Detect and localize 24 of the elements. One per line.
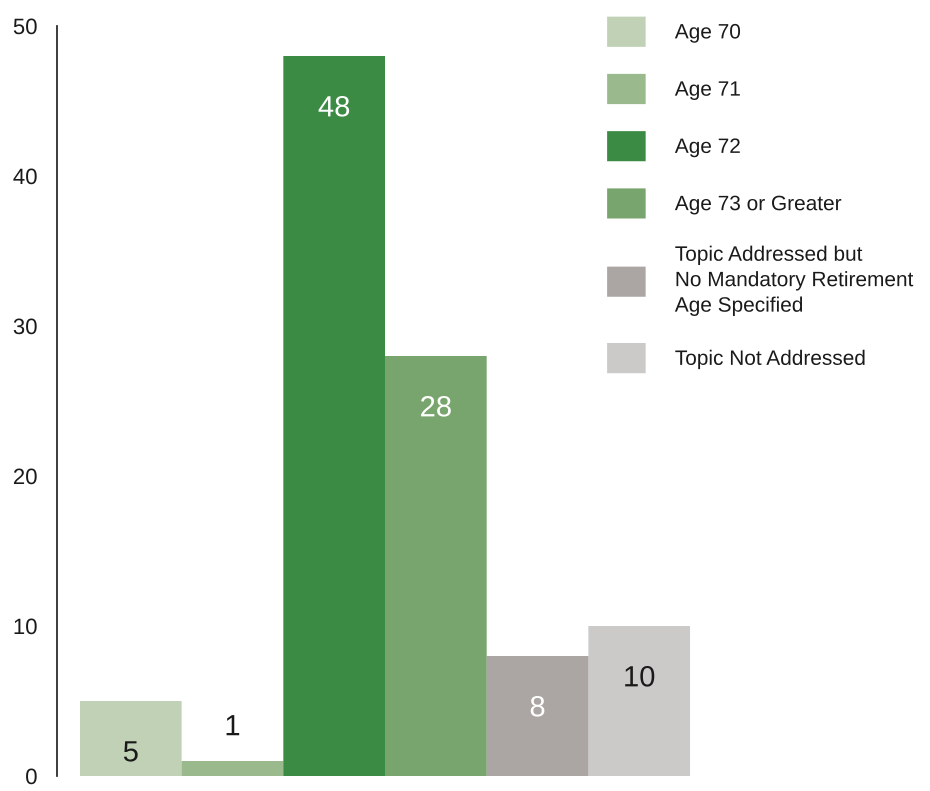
legend-label: Topic Addressed but No Mandatory Retirement Age Specified <box>674 246 914 316</box>
bar <box>182 761 284 776</box>
data-label: 8 <box>530 696 544 717</box>
bar <box>283 56 385 776</box>
y-tick-label: 40 <box>13 168 37 184</box>
y-tick-label: 20 <box>14 468 37 484</box>
data-label: 10 <box>625 666 654 687</box>
y-tick-label: 0 <box>26 768 37 784</box>
bar <box>80 701 182 776</box>
legend-label: Age 71 <box>674 81 740 100</box>
bar <box>486 656 588 776</box>
legend-label: Age 72 <box>674 138 740 158</box>
data-label: 48 <box>318 96 350 117</box>
data-label: 5 <box>124 741 138 762</box>
y-tick-label: 10 <box>14 618 37 634</box>
legend-label: Topic Not Addressed <box>675 350 865 370</box>
bar <box>385 356 487 776</box>
data-label: 28 <box>421 396 451 417</box>
legend-label: Age 70 <box>674 24 740 43</box>
legend-label: Age 73 or Greater <box>674 196 842 214</box>
y-tick-label: 30 <box>14 318 37 334</box>
bar <box>588 626 690 776</box>
y-tick-label: 50 <box>14 18 37 34</box>
data-label: 1 <box>226 715 240 736</box>
